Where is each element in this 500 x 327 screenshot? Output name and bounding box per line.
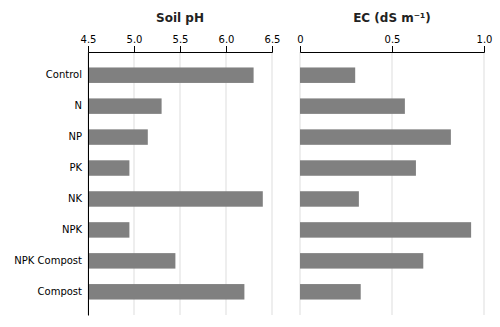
tick-mark [392, 46, 393, 52]
tick-label: N [75, 100, 82, 111]
bar [300, 67, 355, 82]
tick-mark [484, 46, 485, 52]
grid-line [484, 52, 485, 315]
tick: N [75, 100, 88, 111]
tick: 6.0 [219, 34, 235, 52]
chart-svg: 4.5 5.0 5.5 6.0 6.5 Control N NP PK NK NPK NPK Comp… [0, 0, 500, 327]
tick: 4.5 [81, 34, 97, 52]
panel: 0 0.5 1.0 EC (dS m⁻¹) [297, 11, 492, 315]
panel-title: EC (dS m⁻¹) [353, 11, 431, 25]
tick-label: 6.5 [265, 34, 281, 45]
tick: Control [46, 69, 88, 80]
bar [300, 98, 405, 113]
grid-line [226, 52, 227, 315]
bar [300, 191, 359, 206]
bar [300, 129, 451, 144]
tick: NP [68, 131, 88, 142]
tick-label: 5.0 [127, 34, 143, 45]
tick: 5.5 [173, 34, 189, 52]
tick-label: NP [68, 131, 82, 142]
bar [88, 160, 129, 175]
tick-label: 6.0 [219, 34, 235, 45]
tick: 0 [297, 34, 303, 52]
tick-label: NK [68, 193, 82, 204]
tick-label: Control [46, 69, 82, 80]
panel-title: Soil pH [156, 11, 204, 25]
bar [88, 67, 254, 82]
tick: 0.5 [385, 34, 401, 52]
tick: NK [68, 193, 88, 204]
axis-line [89, 46, 273, 53]
tick-mark [88, 46, 89, 52]
tick-label: 0.5 [385, 34, 401, 45]
bar [88, 191, 263, 206]
tick-label: Compost [38, 286, 83, 297]
tick-label: NPK Compost [14, 255, 82, 266]
bar [88, 98, 162, 113]
tick: 1.0 [477, 34, 493, 52]
tick: 6.5 [265, 34, 281, 52]
grid-line [180, 52, 181, 315]
grid-line [392, 52, 393, 315]
y-axis: Control N NP PK NK NPK NPK Compost Compost [14, 53, 88, 316]
tick: NPK [62, 224, 88, 235]
bar [300, 284, 361, 299]
tick-label: NPK [62, 224, 83, 235]
grid-line [88, 52, 89, 315]
tick-mark [226, 46, 227, 52]
grid [300, 52, 484, 315]
tick-mark [272, 46, 273, 52]
bars [88, 67, 263, 299]
tick-mark [180, 46, 181, 52]
tick-mark [134, 46, 135, 52]
grid-line [134, 52, 135, 315]
tick: NPK Compost [14, 255, 88, 266]
axis-line [301, 46, 485, 53]
bar [88, 222, 129, 237]
tick-label: 0 [297, 34, 303, 45]
grid-line [300, 52, 301, 315]
tick: 5.0 [127, 34, 143, 52]
panel: 4.5 5.0 5.5 6.0 6.5 Control N NP PK NK NPK NPK Comp… [14, 11, 280, 316]
x-axis: 0 0.5 1.0 [297, 34, 492, 53]
bar [300, 160, 416, 175]
tick-mark [300, 46, 301, 52]
bar [88, 253, 175, 268]
axis-line [88, 53, 89, 316]
tick-label: 5.5 [173, 34, 189, 45]
bar [88, 129, 148, 144]
tick: PK [69, 162, 88, 173]
bars [300, 67, 471, 299]
bar [88, 284, 244, 299]
bar [300, 222, 471, 237]
x-axis: 4.5 5.0 5.5 6.0 6.5 [81, 34, 281, 53]
tick-label: PK [69, 162, 82, 173]
grid-line [272, 52, 273, 315]
tick-label: 4.5 [81, 34, 97, 45]
grid [88, 52, 272, 315]
tick: Compost [38, 286, 88, 297]
tick-label: 1.0 [477, 34, 493, 45]
bar [300, 253, 423, 268]
